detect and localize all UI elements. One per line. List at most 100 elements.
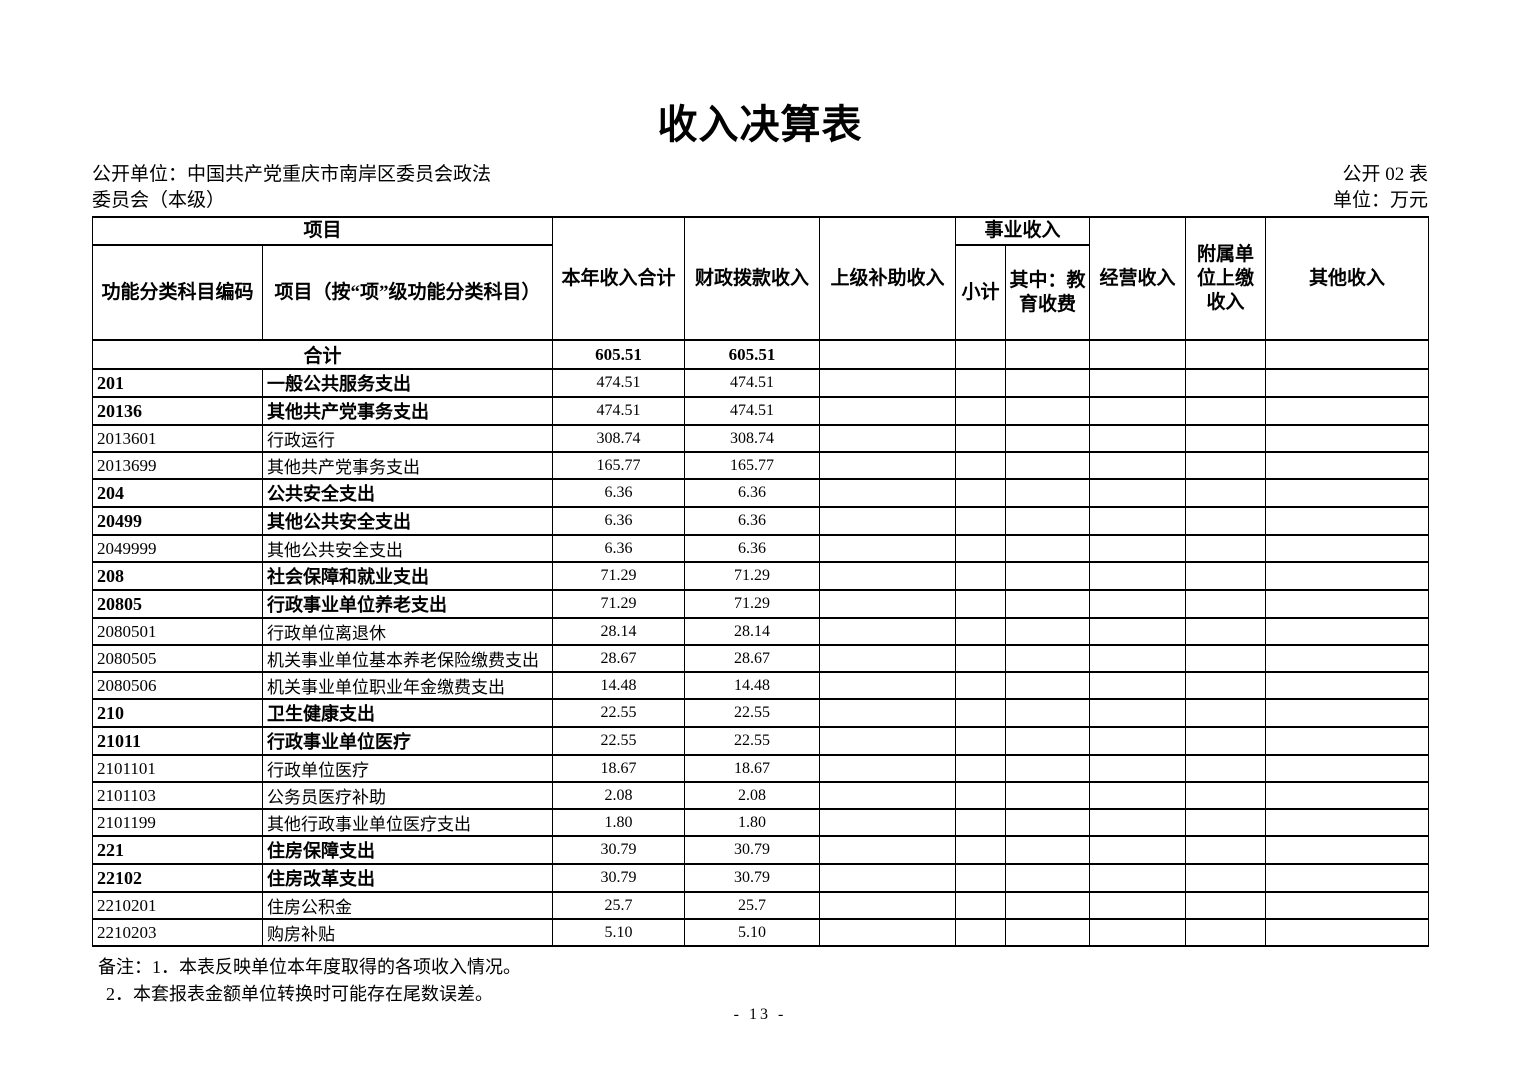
cell-empty bbox=[819, 835, 957, 865]
cell-empty bbox=[1005, 534, 1091, 563]
table-row: 20805 行政事业单位养老支出 71.29 71.29 bbox=[92, 589, 1430, 619]
cell-empty bbox=[955, 396, 1007, 426]
cell-empty bbox=[1185, 561, 1267, 591]
cell-empty bbox=[1005, 617, 1091, 646]
cell-empty bbox=[1005, 478, 1091, 508]
cell-item: 住房改革支出 bbox=[261, 863, 554, 893]
cell-item: 公共安全支出 bbox=[261, 478, 554, 508]
cell-code: 2080506 bbox=[92, 671, 263, 700]
cell-empty bbox=[819, 368, 957, 398]
page-number: - 13 - bbox=[733, 1006, 787, 1023]
cell-empty bbox=[1089, 671, 1187, 700]
cell-empty bbox=[955, 808, 1007, 837]
notes: 备注：1．本表反映单位本年度取得的各项收入情况。 2．本套报表金额单位转换时可能… bbox=[98, 954, 1520, 1008]
cell-total-income: 2.08 bbox=[552, 781, 686, 810]
cell-empty bbox=[955, 671, 1007, 700]
cell-empty bbox=[1005, 368, 1091, 398]
cell-empty bbox=[1185, 671, 1267, 700]
cell-empty bbox=[1005, 589, 1091, 619]
cell-empty bbox=[1265, 534, 1430, 563]
cell-empty bbox=[819, 808, 957, 837]
cell-empty bbox=[1089, 891, 1187, 920]
table-row: 21011 行政事业单位医疗 22.55 22.55 bbox=[92, 726, 1430, 756]
cell-fiscal-allocation: 474.51 bbox=[684, 396, 821, 426]
cell-total-income: 605.51 bbox=[552, 339, 686, 370]
cell-empty bbox=[1185, 781, 1267, 810]
cell-empty bbox=[1265, 451, 1430, 480]
cell-empty bbox=[1089, 339, 1187, 370]
cell-fiscal-allocation: 14.48 bbox=[684, 671, 821, 700]
cell-fiscal-allocation: 28.14 bbox=[684, 617, 821, 646]
cell-empty bbox=[819, 644, 957, 673]
cell-empty bbox=[1089, 396, 1187, 426]
cell-code: 2101103 bbox=[92, 781, 263, 810]
header-superior-subsidy: 上级补助收入 bbox=[819, 216, 957, 341]
cell-total-income: 71.29 bbox=[552, 589, 686, 619]
cell-empty bbox=[1005, 424, 1091, 453]
cell-empty bbox=[1005, 891, 1091, 920]
cell-total-income: 165.77 bbox=[552, 451, 686, 480]
cell-item: 行政单位离退休 bbox=[261, 617, 554, 646]
cell-code: 2210203 bbox=[92, 918, 263, 947]
cell-total-label: 合计 bbox=[91, 339, 554, 370]
cell-empty bbox=[1265, 506, 1430, 536]
cell-code: 210 bbox=[92, 698, 263, 728]
table-row: 22102 住房改革支出 30.79 30.79 bbox=[92, 863, 1430, 893]
cell-empty bbox=[1005, 506, 1091, 536]
meta-row: 公开单位：中国共产党重庆市南岸区委员会政法 委员会（本级） 公开 02 表 单位… bbox=[92, 162, 1428, 214]
cell-empty bbox=[1185, 589, 1267, 619]
cell-empty bbox=[955, 506, 1007, 536]
cell-fiscal-allocation: 6.36 bbox=[684, 478, 821, 508]
header-other-income: 其他收入 bbox=[1265, 216, 1430, 341]
cell-item: 行政事业单位医疗 bbox=[261, 726, 554, 756]
cell-item: 行政运行 bbox=[261, 424, 554, 453]
cell-empty bbox=[955, 726, 1007, 756]
cell-total-income: 28.67 bbox=[552, 644, 686, 673]
cell-code: 20805 bbox=[92, 589, 263, 619]
cell-fiscal-allocation: 6.36 bbox=[684, 534, 821, 563]
cell-fiscal-allocation: 30.79 bbox=[684, 863, 821, 893]
meta-right: 公开 02 表 单位：万元 bbox=[1333, 162, 1428, 214]
cell-fiscal-allocation: 25.7 bbox=[684, 891, 821, 920]
cell-total-income: 18.67 bbox=[552, 754, 686, 783]
cell-empty bbox=[1089, 835, 1187, 865]
cell-empty bbox=[955, 781, 1007, 810]
cell-fiscal-allocation: 30.79 bbox=[684, 835, 821, 865]
cell-total-income: 22.55 bbox=[552, 726, 686, 756]
header-business-income-group: 事业收入 bbox=[955, 216, 1091, 246]
cell-empty bbox=[1185, 863, 1267, 893]
cell-total-income: 6.36 bbox=[552, 506, 686, 536]
cell-empty bbox=[955, 835, 1007, 865]
cell-empty bbox=[1005, 808, 1091, 837]
note-1: 备注：1．本表反映单位本年度取得的各项收入情况。 bbox=[98, 957, 521, 977]
cell-item: 住房公积金 bbox=[261, 891, 554, 920]
header-operating-income: 经营收入 bbox=[1089, 216, 1187, 341]
cell-total-income: 25.7 bbox=[552, 891, 686, 920]
income-table: 项目 本年收入合计 财政拨款收入 上级补助收入 事业收入 经营收入 附属单位上缴… bbox=[91, 216, 1430, 947]
cell-empty bbox=[1005, 863, 1091, 893]
cell-empty bbox=[1089, 424, 1187, 453]
cell-item: 公务员医疗补助 bbox=[261, 781, 554, 810]
cell-code: 201 bbox=[92, 368, 263, 398]
cell-item: 其他公共安全支出 bbox=[261, 506, 554, 536]
cell-code: 20499 bbox=[92, 506, 263, 536]
cell-empty bbox=[1265, 781, 1430, 810]
cell-empty bbox=[955, 589, 1007, 619]
header-subtotal: 小计 bbox=[955, 244, 1007, 341]
cell-empty bbox=[955, 561, 1007, 591]
cell-fiscal-allocation: 28.67 bbox=[684, 644, 821, 673]
publish-unit-line-2: 委员会（本级） bbox=[92, 190, 226, 211]
cell-empty bbox=[819, 589, 957, 619]
cell-empty bbox=[1185, 534, 1267, 563]
header-total-income: 本年收入合计 bbox=[552, 216, 686, 341]
cell-empty bbox=[1185, 396, 1267, 426]
cell-empty bbox=[819, 534, 957, 563]
table-row: 210 卫生健康支出 22.55 22.55 bbox=[92, 698, 1430, 728]
cell-code: 2013601 bbox=[92, 424, 263, 453]
cell-fiscal-allocation: 22.55 bbox=[684, 698, 821, 728]
cell-empty bbox=[1089, 478, 1187, 508]
cell-empty bbox=[1265, 726, 1430, 756]
cell-item: 机关事业单位职业年金缴费支出 bbox=[261, 671, 554, 700]
cell-code: 22102 bbox=[92, 863, 263, 893]
cell-empty bbox=[955, 451, 1007, 480]
